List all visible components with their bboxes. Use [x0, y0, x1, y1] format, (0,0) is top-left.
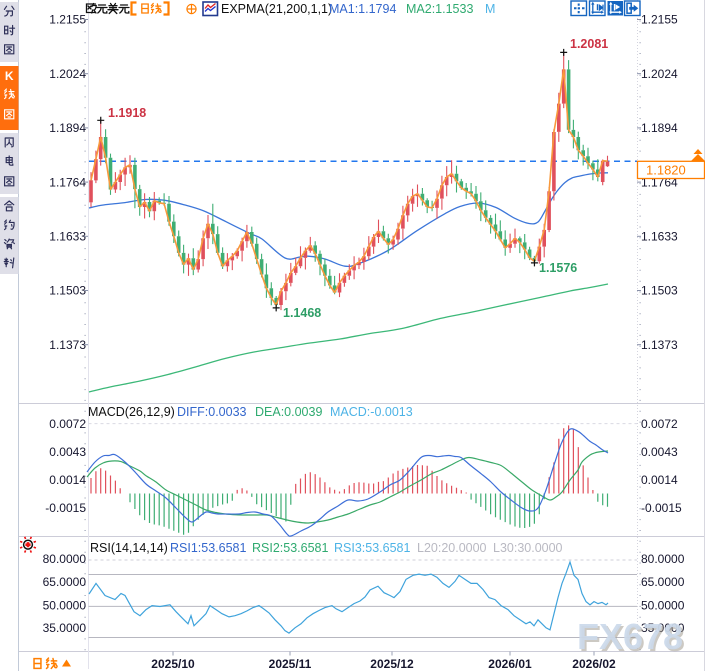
- svg-text:L20:20.0000: L20:20.0000: [417, 541, 487, 555]
- svg-text:0.0072: 0.0072: [641, 417, 678, 431]
- svg-text:0.0072: 0.0072: [49, 417, 86, 431]
- svg-text:RSI2:53.6581: RSI2:53.6581: [252, 541, 328, 555]
- svg-text:50.0000: 50.0000: [641, 599, 685, 613]
- svg-text:50.0000: 50.0000: [43, 599, 87, 613]
- svg-text:M: M: [485, 2, 495, 16]
- svg-text:35.0000: 35.0000: [43, 621, 87, 635]
- svg-text:0.0043: 0.0043: [641, 445, 678, 459]
- svg-text:1.1468: 1.1468: [283, 306, 321, 320]
- svg-text:65.0000: 65.0000: [641, 575, 685, 589]
- svg-text:1.1373: 1.1373: [49, 338, 86, 352]
- svg-text:1.1633: 1.1633: [641, 230, 678, 244]
- svg-text:1.2024: 1.2024: [641, 67, 678, 81]
- svg-text:L30:30.0000: L30:30.0000: [493, 541, 563, 555]
- svg-text:1.2155: 1.2155: [641, 13, 678, 27]
- svg-text:1.1894: 1.1894: [641, 121, 678, 135]
- svg-text:35.0000: 35.0000: [641, 621, 685, 635]
- svg-text:RSI(14,14,14): RSI(14,14,14): [90, 541, 168, 555]
- svg-text:MA1:1.1794: MA1:1.1794: [329, 2, 396, 16]
- svg-text:FX678: FX678: [579, 618, 685, 659]
- svg-text:DEA:0.0039: DEA:0.0039: [255, 405, 322, 419]
- svg-text:DIFF:0.0033: DIFF:0.0033: [177, 405, 247, 419]
- svg-text:0.0014: 0.0014: [641, 473, 678, 487]
- svg-text:1.1503: 1.1503: [641, 284, 678, 298]
- svg-text:1.2024: 1.2024: [49, 67, 86, 81]
- svg-text:RSI3:53.6581: RSI3:53.6581: [334, 541, 410, 555]
- svg-text:MACD(26,12,9): MACD(26,12,9): [88, 405, 175, 419]
- svg-text:1.1633: 1.1633: [49, 230, 86, 244]
- svg-text:FX678: FX678: [577, 616, 683, 657]
- svg-text:65.0000: 65.0000: [43, 575, 87, 589]
- svg-text:1.1764: 1.1764: [49, 175, 86, 189]
- svg-text:80.0000: 80.0000: [43, 552, 87, 566]
- svg-text:2025/10: 2025/10: [151, 657, 195, 671]
- svg-text:K: K: [5, 69, 14, 83]
- svg-text:2026/02: 2026/02: [572, 657, 616, 671]
- svg-text:-0.0015: -0.0015: [641, 501, 682, 515]
- svg-text:1.1373: 1.1373: [641, 338, 678, 352]
- svg-text:2025/11: 2025/11: [269, 657, 312, 671]
- svg-text:1.1894: 1.1894: [49, 121, 86, 135]
- svg-text:2025/12: 2025/12: [370, 657, 414, 671]
- svg-text:1.1576: 1.1576: [539, 261, 577, 275]
- svg-text:80.0000: 80.0000: [641, 552, 685, 566]
- svg-text:2026/01: 2026/01: [488, 657, 532, 671]
- svg-text:0.0014: 0.0014: [49, 473, 86, 487]
- svg-text:-0.0015: -0.0015: [45, 501, 86, 515]
- svg-text:1.2155: 1.2155: [49, 13, 86, 27]
- svg-text:EXPMA(21,200,1,1): EXPMA(21,200,1,1): [221, 2, 332, 16]
- svg-text:MA2:1.1533: MA2:1.1533: [406, 2, 473, 16]
- svg-text:MACD:-0.0013: MACD:-0.0013: [330, 405, 413, 419]
- svg-text:1.1820: 1.1820: [646, 163, 686, 178]
- svg-text:0.0043: 0.0043: [49, 445, 86, 459]
- svg-text:1.1503: 1.1503: [49, 284, 86, 298]
- svg-text:RSI1:53.6581: RSI1:53.6581: [170, 541, 246, 555]
- svg-text:1.1918: 1.1918: [108, 106, 146, 120]
- svg-text:1.2081: 1.2081: [570, 37, 608, 51]
